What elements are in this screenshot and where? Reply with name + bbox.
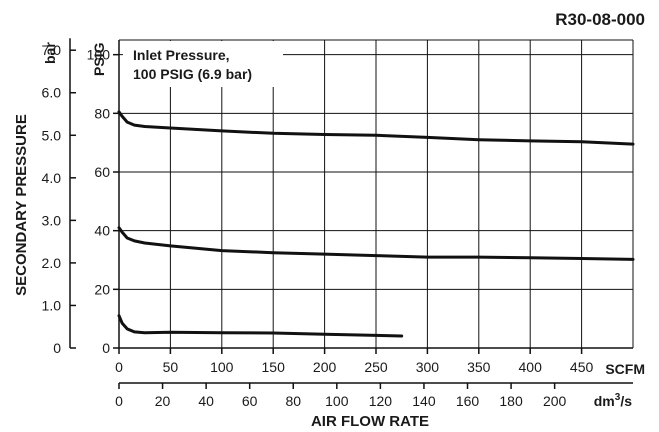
plot-axes xyxy=(69,38,633,389)
dm3s-tick-label: 60 xyxy=(242,393,258,409)
series-line-1 xyxy=(117,110,635,146)
bar-tick-label: 2.0 xyxy=(42,255,62,271)
dm3s-unit-label: dm3/s xyxy=(594,392,632,409)
psig-tick-label: 0 xyxy=(102,340,110,356)
dm3s-tick-label: 20 xyxy=(155,393,171,409)
y-axis-label: SECONDARY PRESSURE xyxy=(13,114,30,296)
dm3s-tick-label: 0 xyxy=(115,393,123,409)
scfm-unit-label: SCFM xyxy=(605,361,645,377)
dm3s-unit-tail: /s xyxy=(620,393,632,409)
psig-tick-label: 100 xyxy=(87,47,111,63)
tick-labels: 0 20 40 60 80 100 0 1.0 2.0 3.0 4.0 5.0 6.0 7.0 0 50 100… xyxy=(42,42,594,409)
dm3s-tick-label: 100 xyxy=(325,393,349,409)
dm3s-tick-label: 80 xyxy=(285,393,301,409)
dm3s-tick-label: 120 xyxy=(369,393,393,409)
bar-tick-label: 6.0 xyxy=(42,85,62,101)
bar-tick-label: 3.0 xyxy=(42,212,62,228)
dm3s-unit-base: dm xyxy=(594,393,615,409)
inlet-annotation: Inlet Pressure, 100 PSIG (6.9 bar) xyxy=(123,41,283,87)
scfm-tick-label: 400 xyxy=(519,359,543,375)
x-axis-label: AIR FLOW RATE xyxy=(311,413,429,430)
scfm-tick-label: 100 xyxy=(210,359,234,375)
psig-tick-label: 40 xyxy=(94,223,110,239)
psig-unit-label: PSIG xyxy=(91,42,107,76)
scfm-tick-label: 150 xyxy=(262,359,286,375)
psig-tick-label: 80 xyxy=(94,105,110,121)
bar-unit-label: bar xyxy=(42,42,58,64)
scfm-tick-label: 350 xyxy=(467,359,491,375)
dm3s-tick-label: 40 xyxy=(198,393,214,409)
annotation-line-2: 100 PSIG (6.9 bar) xyxy=(133,66,252,82)
series-line-2 xyxy=(117,226,635,261)
scfm-tick-label: 200 xyxy=(313,359,337,375)
bar-tick-label: 5.0 xyxy=(42,127,62,143)
plot-grid xyxy=(119,39,634,348)
chart-title: R30-08-000 xyxy=(555,10,645,29)
bar-tick-label: 4.0 xyxy=(42,170,62,186)
scfm-tick-label: 450 xyxy=(570,359,594,375)
dm3s-tick-label: 140 xyxy=(412,393,436,409)
dm3s-tick-label: 160 xyxy=(456,393,480,409)
scfm-tick-label: 250 xyxy=(364,359,388,375)
bar-tick-label: 1.0 xyxy=(42,297,62,313)
bar-tick-label: 0 xyxy=(53,340,61,356)
dm3s-tick-label: 200 xyxy=(543,393,567,409)
scfm-tick-label: 50 xyxy=(163,359,179,375)
dm3s-unit-sup: 3 xyxy=(615,392,621,403)
annotation-line-1: Inlet Pressure, xyxy=(133,47,230,63)
series-layer xyxy=(117,110,635,338)
dm3s-tick-label: 180 xyxy=(499,393,523,409)
bar-tick-label: 7.0 xyxy=(42,42,62,58)
scfm-tick-label: 0 xyxy=(115,359,123,375)
psig-tick-label: 20 xyxy=(94,281,110,297)
psig-tick-label: 60 xyxy=(94,164,110,180)
scfm-tick-label: 300 xyxy=(416,359,440,375)
series-line-3 xyxy=(117,314,404,338)
